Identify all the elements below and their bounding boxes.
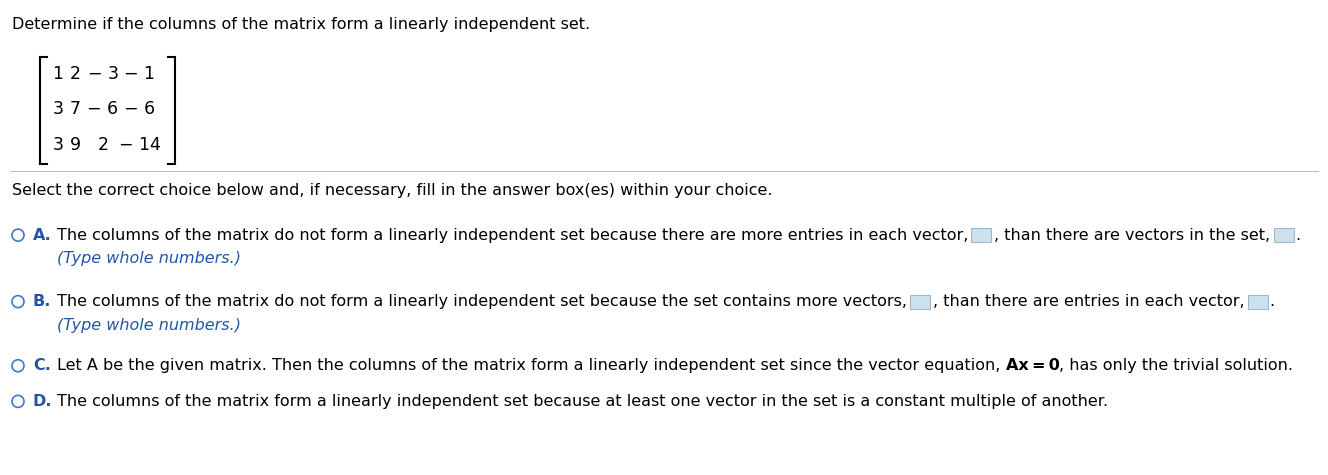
- Text: , than there are entries in each vector,: , than there are entries in each vector,: [934, 294, 1244, 309]
- Text: − 14: − 14: [120, 136, 161, 154]
- Text: (Type whole numbers.): (Type whole numbers.): [57, 318, 240, 333]
- Text: Let A be the given matrix. Then the columns of the matrix form a linearly indepe: Let A be the given matrix. Then the colu…: [57, 358, 1005, 373]
- Text: 9: 9: [69, 136, 81, 154]
- Text: The columns of the matrix do not form a linearly independent set because the set: The columns of the matrix do not form a …: [57, 294, 907, 309]
- Text: (Type whole numbers.): (Type whole numbers.): [57, 251, 240, 266]
- FancyBboxPatch shape: [910, 294, 930, 309]
- Text: Determine if the columns of the matrix form a linearly independent set.: Determine if the columns of the matrix f…: [12, 17, 590, 32]
- Text: D.: D.: [33, 394, 53, 409]
- Text: , than there are vectors in the set,: , than there are vectors in the set,: [995, 228, 1271, 243]
- Text: 2: 2: [97, 136, 109, 154]
- Text: The columns of the matrix do not form a linearly independent set because there a: The columns of the matrix do not form a …: [57, 228, 968, 243]
- Text: − 6: − 6: [125, 100, 155, 118]
- FancyBboxPatch shape: [1247, 294, 1268, 309]
- Text: A.: A.: [33, 228, 52, 243]
- Text: 1: 1: [53, 65, 64, 83]
- Text: The columns of the matrix form a linearly independent set because at least one v: The columns of the matrix form a linearl…: [57, 394, 1108, 409]
- Text: 2: 2: [69, 65, 81, 83]
- Text: − 3: − 3: [88, 65, 118, 83]
- Text: Ax = 0: Ax = 0: [1005, 358, 1060, 373]
- Text: B.: B.: [33, 294, 52, 309]
- FancyBboxPatch shape: [1274, 228, 1293, 242]
- Text: .: .: [1270, 294, 1275, 309]
- Text: 3: 3: [53, 136, 64, 154]
- Text: − 1: − 1: [125, 65, 155, 83]
- Text: 7: 7: [69, 100, 81, 118]
- FancyBboxPatch shape: [971, 228, 992, 242]
- Text: C.: C.: [33, 358, 50, 373]
- Text: Select the correct choice below and, if necessary, fill in the answer box(es) wi: Select the correct choice below and, if …: [12, 183, 773, 198]
- Text: , has only the trivial solution.: , has only the trivial solution.: [1060, 358, 1293, 373]
- Text: 3: 3: [53, 100, 64, 118]
- Text: − 6: − 6: [88, 100, 118, 118]
- Text: .: .: [1296, 228, 1300, 243]
